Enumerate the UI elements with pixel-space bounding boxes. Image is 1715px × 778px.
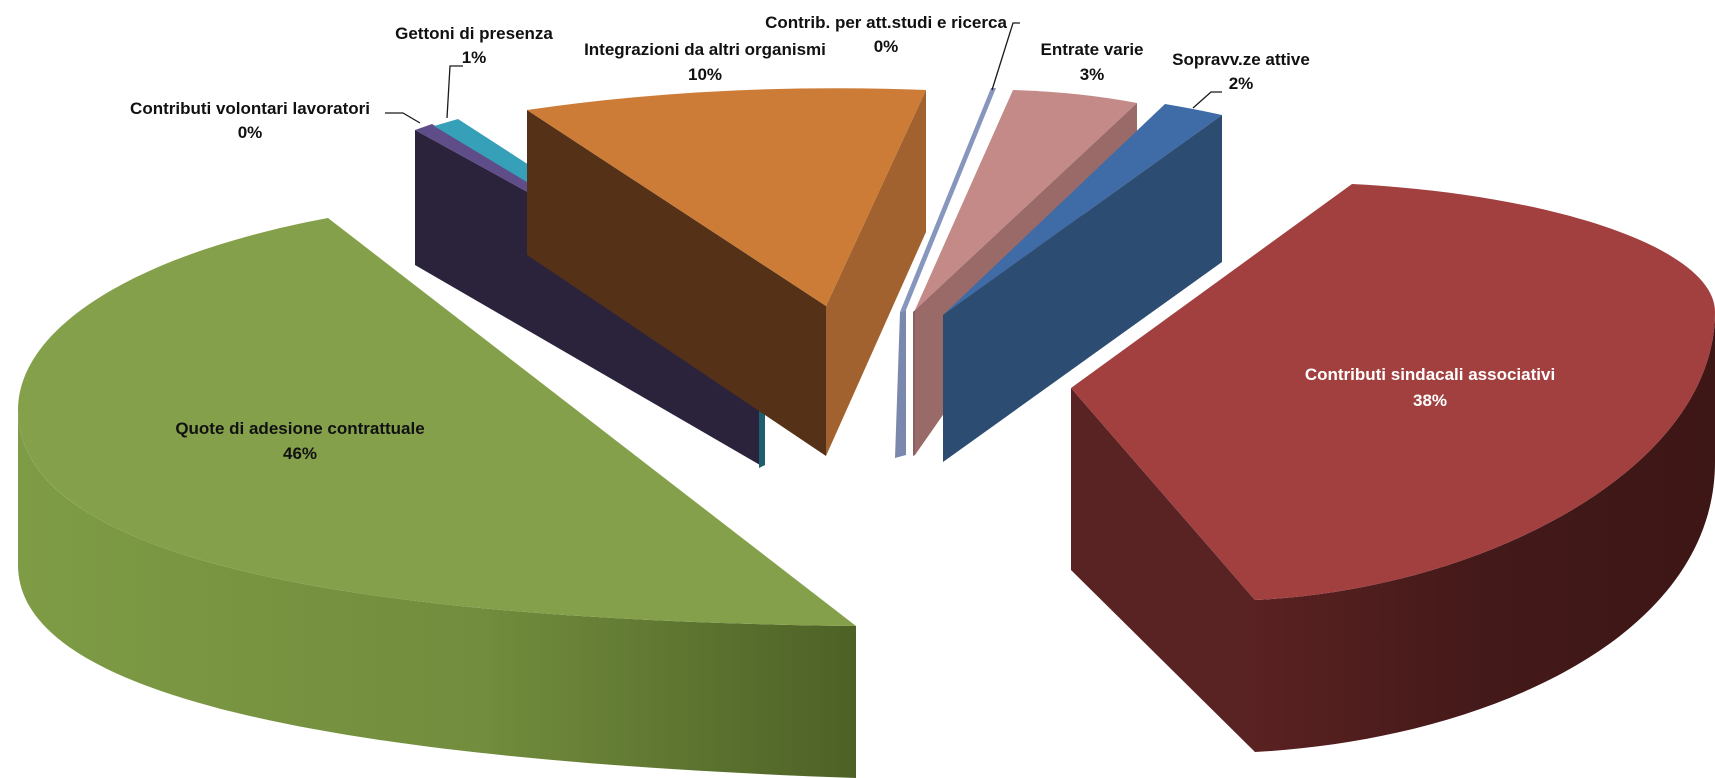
leader-line-contrib-studi xyxy=(991,22,1020,91)
slice-label-sopravvenienze: Sopravv.ze attive 2% xyxy=(1172,50,1310,93)
slice-label-contributi-volontari: Contributi volontari lavoratori 0% xyxy=(130,99,370,142)
slice-label-entrate-varie: Entrate varie 3% xyxy=(1041,40,1144,84)
pie-slice-quote-adesione xyxy=(18,218,856,778)
slice-label-gettoni: Gettoni di presenza 1% xyxy=(395,24,553,67)
slice-percent: 1% xyxy=(462,48,487,67)
slice-name: Contributi volontari lavoratori xyxy=(130,99,370,118)
slice-label-integrazioni: Integrazioni da altri organismi 10% xyxy=(584,40,826,84)
slice-name: Integrazioni da altri organismi xyxy=(584,40,826,59)
slice-percent: 3% xyxy=(1080,65,1105,84)
leader-line-contributi-volontari xyxy=(385,112,421,124)
slice-label-contributi-sindacali: Contributi sindacali associativi 38% xyxy=(1305,365,1555,410)
pie-slice-sopravvenienze xyxy=(943,104,1222,462)
slice-name: Contrib. per att.studi e ricerca xyxy=(765,13,1007,32)
slice-name: Contributi sindacali associativi xyxy=(1305,365,1555,384)
slice-label-contrib-studi: Contrib. per att.studi e ricerca 0% xyxy=(765,13,1007,56)
pie-slice-contributi-sindacali xyxy=(1071,184,1715,752)
slice-name: Sopravv.ze attive xyxy=(1172,50,1310,69)
slice-name: Gettoni di presenza xyxy=(395,24,553,43)
leader-line-gettoni xyxy=(446,65,463,119)
slice-percent: 10% xyxy=(688,65,722,84)
pie-slice-contrib-studi xyxy=(895,88,996,458)
slice-name: Quote di adesione contrattuale xyxy=(175,419,424,438)
slice-percent: 0% xyxy=(874,37,899,56)
slice-label-quote-adesione: Quote di adesione contrattuale 46% xyxy=(175,419,424,463)
slice-percent: 38% xyxy=(1413,391,1447,410)
slice-name: Entrate varie xyxy=(1041,40,1144,59)
leader-line-sopravvenienze xyxy=(1192,91,1222,109)
pie-slice-integrazioni xyxy=(527,88,926,456)
slice-percent: 2% xyxy=(1229,74,1254,93)
slice-percent: 0% xyxy=(238,123,263,142)
slice-percent: 46% xyxy=(283,444,317,463)
